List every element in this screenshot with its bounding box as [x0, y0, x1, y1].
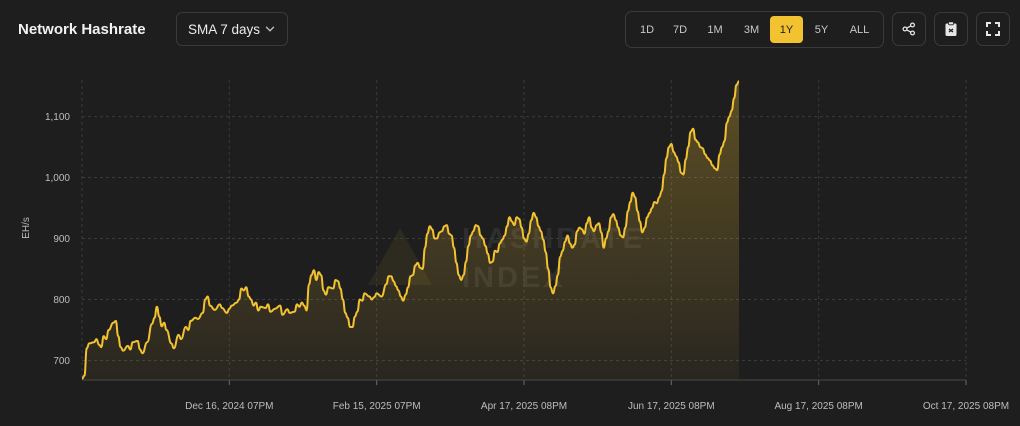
y-tick-label: 900 [53, 234, 70, 245]
clipboard-icon [945, 21, 957, 36]
range-button-1d[interactable]: 1D [639, 23, 655, 36]
page-title: Network Hashrate [18, 21, 146, 38]
share-button[interactable] [892, 12, 926, 46]
y-tick-label: 800 [53, 295, 70, 306]
y-tick-label: 1,100 [45, 112, 70, 123]
sma-label: SMA 7 days [188, 21, 261, 37]
x-tick-label: Feb 15, 2025 07PM [333, 401, 421, 412]
series-line [81, 80, 740, 380]
series-area [82, 81, 739, 380]
fullscreen-icon [986, 22, 1000, 36]
range-button-all[interactable]: ALL [849, 23, 870, 36]
y-axis-label: EH/s [21, 217, 32, 239]
x-tick-label: Jun 17, 2025 08PM [628, 401, 715, 412]
x-tick-label: Aug 17, 2025 08PM [774, 401, 862, 412]
copy-button[interactable] [934, 12, 968, 46]
range-button-1y[interactable]: 1Y [770, 16, 803, 43]
range-button-1m[interactable]: 1M [707, 23, 723, 36]
x-tick-label: Dec 16, 2024 07PM [185, 401, 273, 412]
range-button-3m[interactable]: 3M [743, 23, 760, 36]
y-tick-label: 1,000 [45, 173, 70, 184]
range-button-5y[interactable]: 5Y [814, 23, 829, 36]
chevron-down-icon [265, 26, 275, 32]
time-range-group: 1D 7D 1M 3M 1Y 5Y ALL [625, 11, 884, 48]
sma-period-select[interactable]: SMA 7 days [176, 12, 288, 46]
range-button-7d[interactable]: 7D [672, 23, 688, 36]
y-tick-label: 700 [53, 356, 70, 367]
x-tick-label: Apr 17, 2025 08PM [481, 401, 567, 412]
fullscreen-button[interactable] [976, 12, 1010, 46]
x-tick-label: Oct 17, 2025 08PM [923, 401, 1009, 412]
share-icon [902, 22, 916, 36]
